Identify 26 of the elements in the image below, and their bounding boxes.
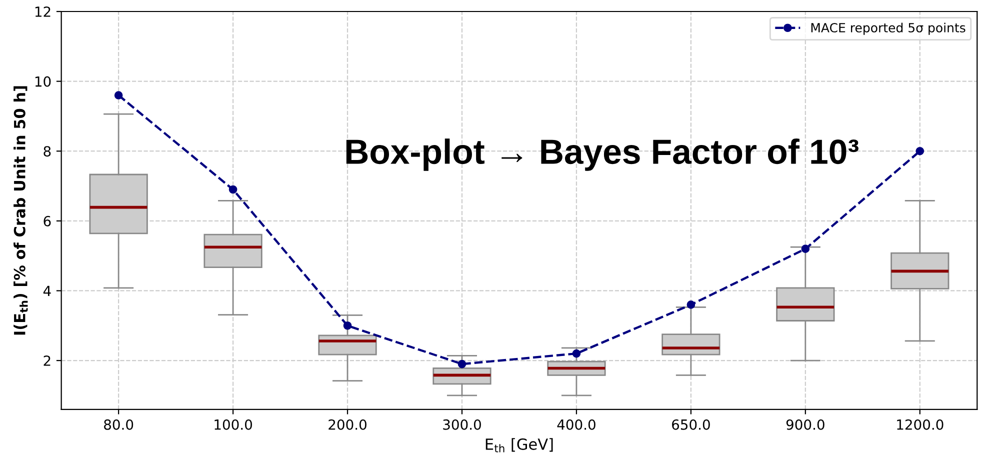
legend-label: MACE reported 5σ points [811, 22, 966, 35]
point [343, 321, 352, 330]
x-tick-label: 650.0 [672, 419, 710, 430]
x-tick-label: 300.0 [443, 419, 481, 430]
point [114, 91, 123, 100]
y-tick-label: 6 [44, 216, 51, 226]
y-tick-label: 2 [44, 356, 50, 366]
x-tick-label: 900.0 [786, 419, 824, 430]
point [801, 244, 810, 254]
point [228, 185, 238, 194]
point [686, 300, 696, 309]
x-tick-label: 80.0 [104, 419, 134, 430]
x-tick-label: 100.0 [214, 419, 252, 430]
y-tick-label: 12 [35, 6, 50, 17]
x-axis-title: E$_{th}$ [GeV] [486, 438, 553, 452]
y-tick-label: 8 [44, 146, 51, 157]
x-tick-label: 200.0 [328, 419, 366, 430]
x-tick-label: 1200.0 [897, 419, 944, 430]
x-tick-label: 400.0 [557, 419, 596, 430]
point [916, 146, 924, 156]
point [458, 360, 466, 368]
y-tick-label: 10 [35, 76, 51, 87]
y-axis-title: I(E$_{th}$) [% of Crab Unit in 50 h] [14, 86, 28, 335]
annotation: Box-plot → Bayes Factor of 10³ [346, 138, 858, 171]
y-tick-label: 4 [43, 286, 51, 296]
point [572, 349, 581, 358]
